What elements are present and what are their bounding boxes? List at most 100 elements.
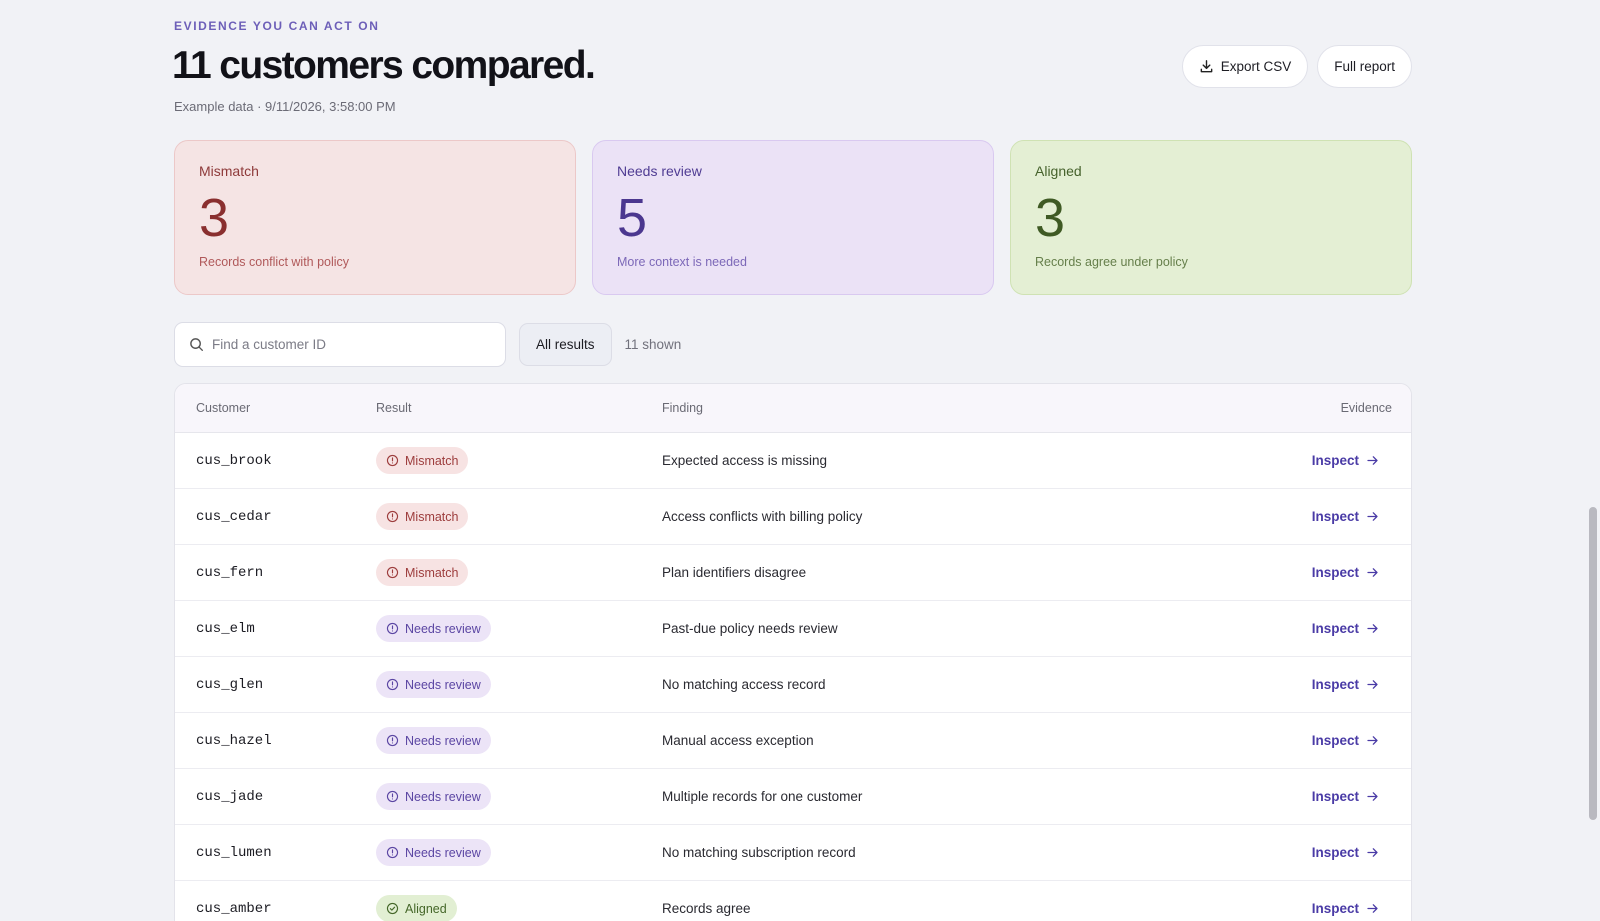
mismatch-card: Mismatch 3 Records conflict with policy [174,140,576,295]
evidence-cell: Inspect [1241,509,1411,524]
inspect-link[interactable]: Inspect [1312,453,1379,468]
inspect-link[interactable]: Inspect [1312,845,1379,860]
inspect-link[interactable]: Inspect [1312,565,1379,580]
status-badge: Mismatch [376,503,469,530]
status-label: Mismatch [405,509,459,524]
finding-text: Plan identifiers disagree [662,565,807,580]
table-row: cus_hazel Needs review Manual access excep… [175,713,1411,769]
table-row: cus_brook Mismatch Expected access is miss… [175,433,1411,489]
finding-text: Access conflicts with billing policy [662,509,863,524]
finding-text: Past-due policy needs review [662,621,838,636]
card-description: Records conflict with policy [199,255,350,269]
alert-circle-icon [386,566,399,579]
table-row: cus_lumen Needs review No matching subscri… [175,825,1411,881]
arrow-right-icon [1367,736,1378,745]
summary-cards: Mismatch 3 Records conflict with policy … [174,140,1412,295]
inspect-link[interactable]: Inspect [1312,621,1379,636]
column-header-customer: Customer [196,401,251,415]
search-box [174,322,506,367]
table-body: cus_brook Mismatch Expected access is miss… [175,433,1411,921]
page-subtitle: Example data · 9/11/2026, 3:58:00 PM [174,99,396,114]
column-header-evidence: Evidence [1340,401,1392,415]
eyebrow-label: EVIDENCE YOU CAN ACT ON [174,19,380,33]
result-cell: Mismatch [376,559,662,586]
inspect-link[interactable]: Inspect [1312,733,1379,748]
inspect-label: Inspect [1311,509,1359,524]
header-actions: Export CSV Full report [1181,45,1412,88]
status-label: Mismatch [405,565,459,580]
inspect-label: Inspect [1311,901,1359,916]
table-row: cus_glen Needs review No matching access r… [175,657,1411,713]
page-scrollbar[interactable] [1589,507,1597,820]
all-results-filter[interactable]: All results [519,323,612,366]
inspect-label: Inspect [1311,677,1359,692]
arrow-right-icon [1367,848,1378,857]
status-badge: Needs review [376,839,491,866]
table-row: cus_elm Needs review Past-due policy needs… [175,601,1411,657]
inspect-link[interactable]: Inspect [1312,677,1379,692]
result-cell: Mismatch [376,447,662,474]
inspect-label: Inspect [1311,621,1359,636]
customer-id: cus_lumen [196,844,272,861]
table-row: cus_fern Mismatch Plan identifiers disagre… [175,545,1411,601]
customer-id: cus_brook [196,452,272,469]
status-badge: Aligned [376,895,457,921]
card-value: 5 [617,188,648,248]
evidence-cell: Inspect [1241,733,1411,748]
evidence-cell: Inspect [1241,789,1411,804]
arrow-right-icon [1367,624,1378,633]
evidence-cell: Inspect [1241,565,1411,580]
customer-search-input[interactable] [212,337,491,352]
full-report-label: Full report [1334,59,1395,74]
arrow-right-icon [1367,512,1378,521]
alert-circle-icon [386,846,399,859]
evidence-cell: Inspect [1241,453,1411,468]
alert-circle-icon [386,678,399,691]
filter-bar: All results 11 shown [174,322,681,367]
customer-id: cus_elm [196,620,255,637]
result-cell: Needs review [376,615,662,642]
inspect-link[interactable]: Inspect [1312,901,1379,916]
evidence-cell: Inspect [1241,901,1411,916]
inspect-link[interactable]: Inspect [1312,509,1379,524]
evidence-cell: Inspect [1241,677,1411,692]
alert-circle-icon [386,510,399,523]
arrow-right-icon [1367,904,1378,913]
card-label: Needs review [617,163,702,179]
card-value: 3 [1035,188,1066,248]
status-badge: Needs review [376,615,491,642]
status-label: Needs review [405,677,481,692]
evidence-cell: Inspect [1241,621,1411,636]
card-label: Mismatch [199,163,259,179]
card-label: Aligned [1035,163,1082,179]
alert-circle-icon [386,790,399,803]
customer-id: cus_amber [196,900,272,917]
card-value: 3 [199,188,230,248]
page-title: 11 customers compared. [172,44,596,87]
customer-id: cus_jade [196,788,264,805]
column-header-result: Result [376,401,412,415]
customer-id: cus_hazel [196,732,272,749]
result-cell: Aligned [376,895,662,921]
table-row: cus_amber Aligned Records agree Inspect [175,881,1411,921]
evidence-cell: Inspect [1241,845,1411,860]
status-label: Needs review [405,845,481,860]
result-cell: Mismatch [376,503,662,530]
download-icon [1200,60,1213,73]
full-report-button[interactable]: Full report [1317,45,1412,88]
export-csv-button[interactable]: Export CSV [1181,45,1309,88]
search-icon [190,338,204,352]
finding-text: Manual access exception [662,733,814,748]
inspect-label: Inspect [1311,453,1359,468]
status-label: Needs review [405,733,481,748]
inspect-link[interactable]: Inspect [1312,789,1379,804]
inspect-label: Inspect [1311,845,1359,860]
finding-text: Multiple records for one customer [662,789,863,804]
check-circle-icon [386,902,399,915]
finding-text: Expected access is missing [662,453,828,468]
inspect-label: Inspect [1311,733,1359,748]
table-row: cus_jade Needs review Multiple records for… [175,769,1411,825]
status-badge: Mismatch [376,447,469,474]
result-cell: Needs review [376,839,662,866]
status-label: Aligned [405,901,447,916]
